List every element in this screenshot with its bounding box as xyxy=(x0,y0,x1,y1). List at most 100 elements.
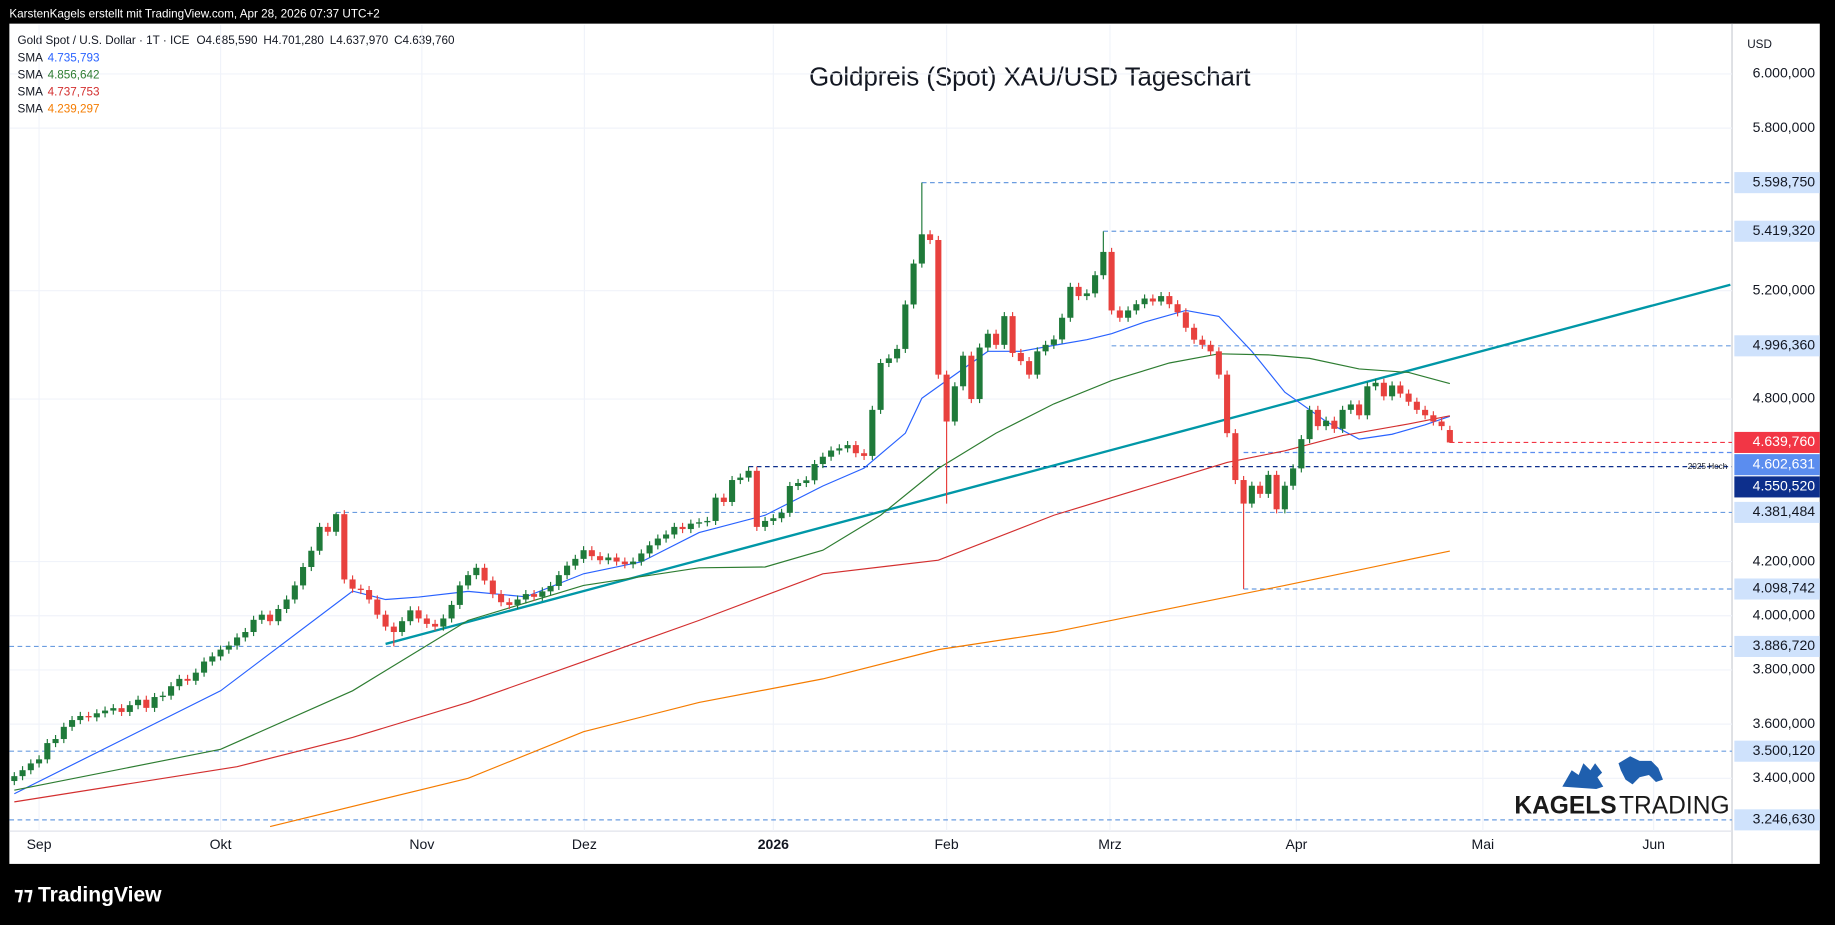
candle-body xyxy=(762,520,769,527)
candle-body xyxy=(786,485,793,513)
candle-body xyxy=(77,715,84,721)
candle-body xyxy=(1405,393,1412,402)
footer-brand: ⁊⁊ TradingView xyxy=(14,883,162,906)
candle-body xyxy=(333,514,340,532)
price-tag-label: 4.381,484 xyxy=(1753,503,1816,519)
candle-body xyxy=(514,599,521,605)
price-tag xyxy=(1734,578,1820,600)
candle-body xyxy=(1017,352,1024,362)
candle-body xyxy=(1430,415,1437,422)
candle-body xyxy=(646,545,653,554)
legend-name: SMA xyxy=(18,52,44,65)
candle-body xyxy=(1397,385,1404,394)
legend-name: SMA xyxy=(18,69,44,82)
x-tick-label: Jun xyxy=(1642,836,1665,852)
candle-body xyxy=(1257,485,1264,494)
candle-body xyxy=(201,661,208,673)
y-tick-label: 3.800,000 xyxy=(1753,661,1816,677)
candle-body xyxy=(481,567,488,581)
candle-body xyxy=(547,585,554,592)
candle-body xyxy=(192,672,199,681)
legend-value: 4.239,297 xyxy=(48,103,100,116)
sma-line xyxy=(269,550,1450,828)
candle-body xyxy=(93,713,100,718)
candle-body xyxy=(60,726,67,740)
legend-symbol: Gold Spot / U.S. Dollar · 1T · ICE O4.685… xyxy=(18,34,455,47)
candle-body xyxy=(1224,374,1231,434)
ohlc: H4.701,280 xyxy=(263,34,324,47)
candle-body xyxy=(168,686,175,696)
candle-body xyxy=(927,234,934,240)
candle-body xyxy=(630,561,637,565)
legend-name: SMA xyxy=(18,103,44,116)
price-tag xyxy=(1734,740,1820,762)
candle-body xyxy=(572,558,579,566)
price-tag-label: 4.098,742 xyxy=(1753,580,1816,596)
candle-body xyxy=(341,514,348,580)
candle-body xyxy=(1422,409,1429,416)
candle-body xyxy=(1042,344,1049,352)
y-tick-label: 4.000,000 xyxy=(1753,606,1816,622)
candle-body xyxy=(918,234,925,264)
candle-body xyxy=(588,550,595,557)
candle-body xyxy=(1298,439,1305,469)
candle-body xyxy=(885,358,892,363)
candle-body xyxy=(894,348,901,359)
candle-body xyxy=(1199,339,1206,345)
candle-body xyxy=(1059,317,1066,340)
price-tag-label: 3.246,630 xyxy=(1753,811,1816,827)
candle-body xyxy=(242,632,249,638)
y-tick-label: 5.800,000 xyxy=(1753,119,1816,135)
candle-body xyxy=(357,588,364,591)
candle-body xyxy=(300,566,307,586)
candle-body xyxy=(539,591,546,597)
x-tick-label: Mrz xyxy=(1098,836,1121,852)
candle-body xyxy=(1158,296,1165,302)
candle-body xyxy=(390,626,397,633)
candle-body xyxy=(737,477,744,481)
y-tick-label: 6.000,000 xyxy=(1753,65,1816,81)
candle-body xyxy=(828,450,835,457)
candle-body xyxy=(308,550,315,567)
candle-body xyxy=(968,355,975,400)
candle-body xyxy=(225,645,232,650)
candle-body xyxy=(258,614,265,620)
y-tick-label: 4.800,000 xyxy=(1753,390,1816,406)
candle-body xyxy=(1306,409,1313,440)
legend-entry: SMA 4.856,642 xyxy=(18,69,100,82)
candle-body xyxy=(1290,468,1297,486)
candle-body xyxy=(861,453,868,456)
candle-body xyxy=(1100,251,1107,276)
sma-line xyxy=(14,353,1451,791)
candle-body xyxy=(778,512,785,519)
candle-body xyxy=(44,743,51,760)
price-tag xyxy=(1734,431,1820,453)
candle-body xyxy=(869,409,876,456)
candle-body xyxy=(877,362,884,410)
candle-body xyxy=(1125,310,1132,318)
trendline xyxy=(385,283,1731,646)
candle-body xyxy=(1166,296,1173,305)
candle-body xyxy=(283,599,290,609)
candle-body xyxy=(1273,474,1280,510)
candle-body xyxy=(19,770,26,777)
candle-body xyxy=(118,708,125,712)
candle-body xyxy=(704,520,711,523)
legend-value: 4.737,753 xyxy=(48,86,100,99)
price-tag-label: 4.550,520 xyxy=(1753,478,1816,494)
legend-entry: SMA 4.239,297 xyxy=(18,103,100,116)
x-tick-label: Dez xyxy=(572,836,597,852)
candle-body xyxy=(448,604,455,619)
symbol: Gold Spot / U.S. Dollar · 1T · ICE xyxy=(18,34,190,47)
candle-body xyxy=(1092,275,1099,294)
x-tick-label: Sep xyxy=(27,836,52,852)
candle-body xyxy=(1372,382,1379,387)
candle-body xyxy=(1075,286,1082,297)
candle-body xyxy=(960,355,967,387)
candle-body xyxy=(489,580,496,595)
candle-body xyxy=(1446,430,1453,443)
candle-body xyxy=(605,557,612,561)
candle-body xyxy=(374,599,381,615)
